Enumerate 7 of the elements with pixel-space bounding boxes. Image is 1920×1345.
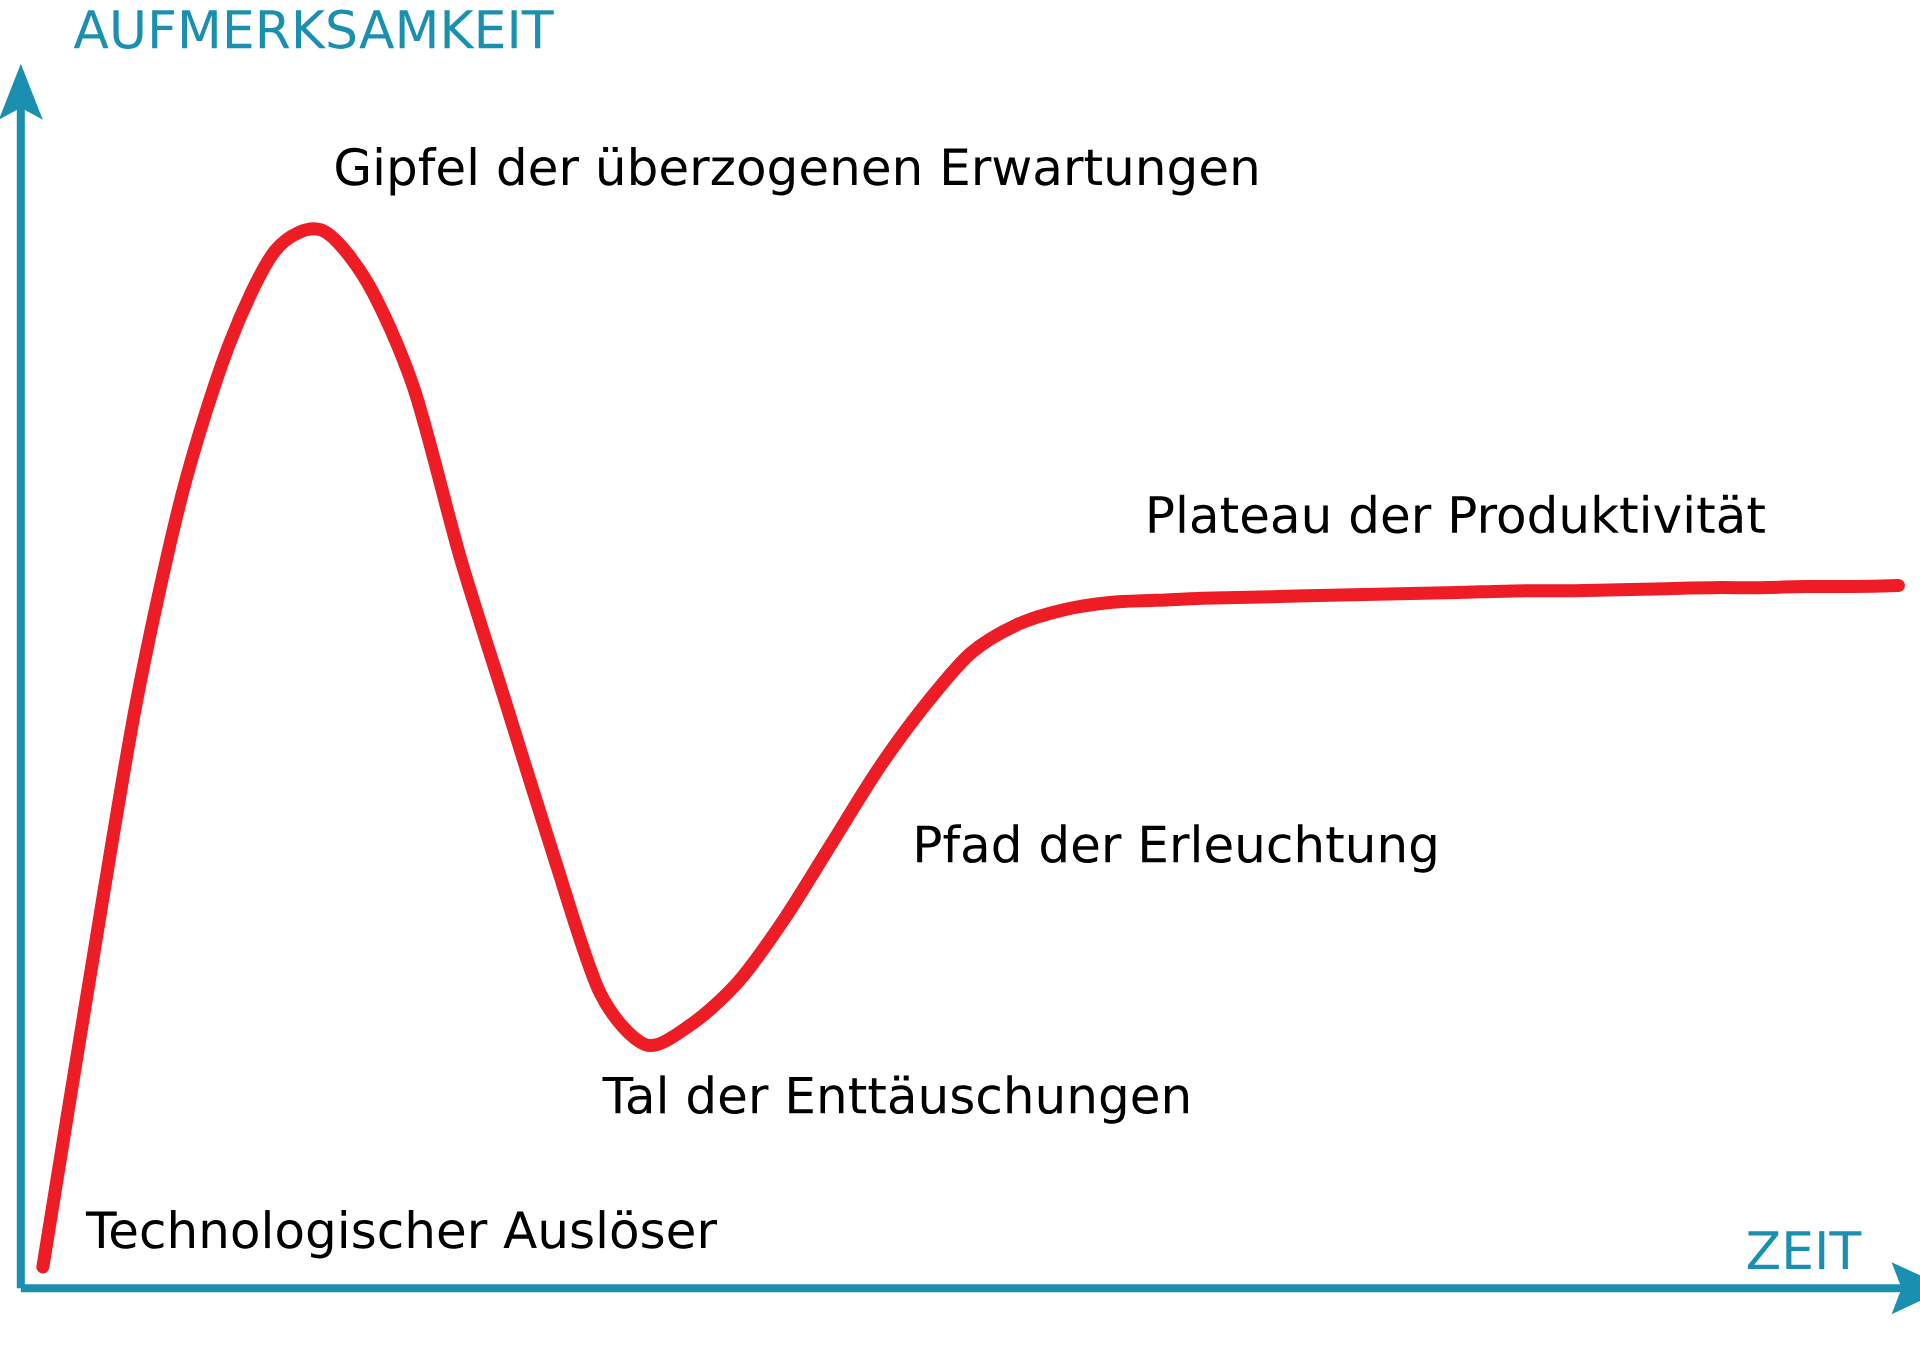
text: Gipfel der überzogenen Erwartungen — [336, 147, 1257, 196]
annotation: Pfad der Erleuchtung — [917, 824, 1436, 873]
annotation: Technologischer Auslöser — [85, 1210, 717, 1259]
annotation: Tal der Enttäuschungen — [602, 1075, 1188, 1125]
annotation: Plateau der Produktivität — [1149, 495, 1765, 534]
x-axis-title: ZEIT — [1747, 1231, 1862, 1270]
y-axis-title: AUFMERKSAMKEIT — [73, 9, 554, 50]
